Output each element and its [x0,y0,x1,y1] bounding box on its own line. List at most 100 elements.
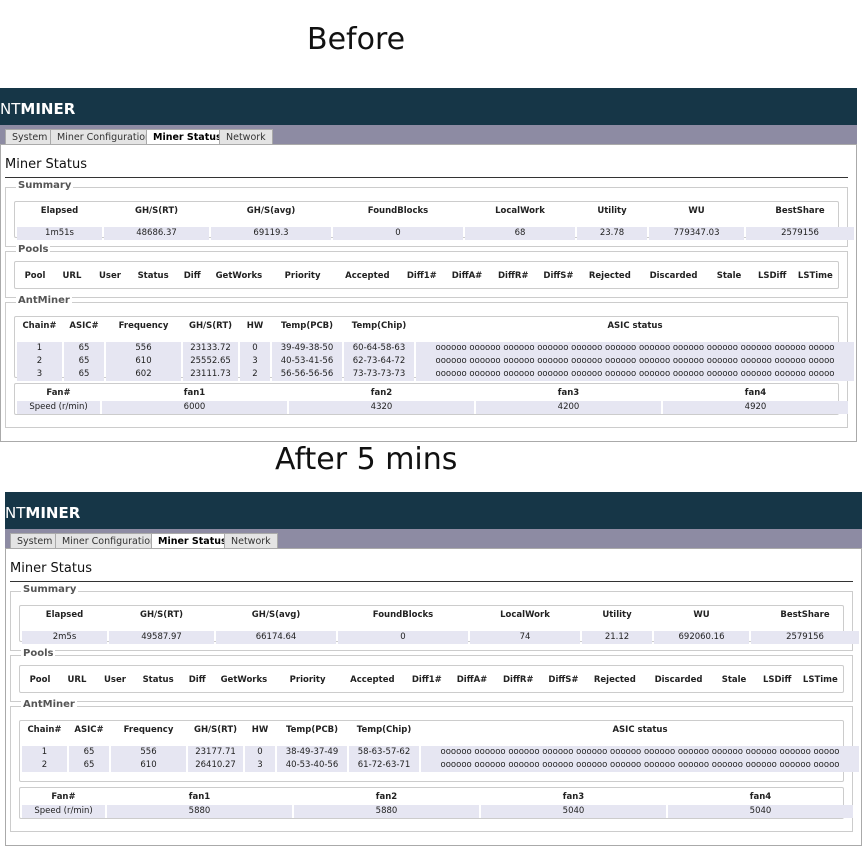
header-cell: LSTime [802,674,838,685]
fan-cell: 5040 [668,805,853,818]
value-row: 1m51s 48686.37 69119.3 0 68 23.78 779347.03 257… [17,227,854,240]
header-cell: LocalWork [495,205,545,216]
pools-box: Pool URL User Status Diff GetWorks Priority Acc… [14,261,839,289]
value-cell: 74 [470,631,580,644]
pools-fieldset: Pools Pool URL User Status Diff GetWorks Priori… [5,244,848,298]
header-cell: Elapsed [40,205,79,216]
chain-box: Chain# ASIC# Frequency GH/S(RT) HW Temp(PCB) T… [19,720,859,782]
header-cell: Stale [716,270,742,281]
header-row: Fan# fan1 fan2 fan3 fan4 [17,384,848,401]
chain-cell: 39-49-38-50 [272,342,342,355]
header-cell: fan1 [188,791,211,802]
header-bar: NTMINER [5,492,862,529]
summary-box: Elapsed GH/S(RT) GH/S(avg) FoundBlocks Local… [14,201,854,240]
chain-cell: 0 [245,746,275,759]
caption: After 5 mins [275,442,458,477]
spacer [22,623,859,631]
chain-cell: 25552.65 [183,355,238,368]
header-cell: Chain# [27,724,62,735]
chain-row: 3 65 602 23111.73 2 56-56-56-56 73-73-73-73 ooo… [17,368,854,381]
fan-cell: 4200 [476,401,661,414]
logo-thin: NT [0,100,21,118]
rule [10,581,853,582]
tab[interactable]: Miner Configuration [55,533,164,548]
header-cell: fan1 [183,387,206,398]
chain-cell: 2 [17,355,62,368]
fan-box: Fan# fan1 fan2 fan3 fan4 Speed (r/min) 6000 432… [14,383,848,415]
logo-thin: NT [5,504,26,522]
header-cell: DiffR# [497,270,529,281]
chain-row: 1 65 556 23133.72 0 39-49-38-50 60-64-58-63 ooo… [17,342,854,355]
tab[interactable]: System [5,129,55,144]
chain-cell: 3 [240,355,270,368]
header-cell: Temp(Chip) [351,320,407,331]
chain-cell: 556 [111,746,186,759]
header-cell: ASIC# [74,724,104,735]
tab[interactable]: Miner Status [146,129,229,145]
header-bar: NTMINER [0,88,857,125]
header-cell: LSDiff [757,270,787,281]
chain-cell: 23177.71 [188,746,243,759]
content: Miner Status Summary Elapsed GH/S(RT) GH/S(a… [5,548,862,846]
chain-cell: 60-64-58-63 [344,342,414,355]
caption: Before [307,22,406,57]
miner-panel: NTMINER System Miner Configuration Miner St… [5,492,862,846]
logo: NTMINER [0,100,75,118]
tab[interactable]: System [10,533,60,548]
value-cell: 0 [333,227,463,240]
fan-cell: 6000 [102,401,287,414]
fan-cell: Speed (r/min) [22,805,105,818]
header-cell: LSDiff [762,674,792,685]
chain-row: 1 65 556 23177.71 0 38-49-37-49 58-63-57-62 ooo… [22,746,859,759]
tab[interactable]: Network [219,129,273,144]
header-cell: Temp(PCB) [280,320,334,331]
chain-table: Chain# ASIC# Frequency GH/S(RT) HW Temp(PCB) T… [20,721,861,772]
header-cell: GH/S(avg) [246,205,296,216]
fan-cell: 5880 [294,805,479,818]
value-cell: 48686.37 [104,227,209,240]
tab[interactable]: Miner Status [151,533,234,549]
fan-cell: 5040 [481,805,666,818]
header-cell: HW [251,724,269,735]
pools-fieldset: Pools Pool URL User Status Diff GetWorks Priori… [10,648,853,702]
logo-bold: MINER [20,100,76,118]
header-cell: Diff1# [406,270,437,281]
chain-cell: 65 [69,759,109,772]
header-cell: fan2 [370,387,393,398]
header-row: Fan# fan1 fan2 fan3 fan4 [22,788,853,805]
chain-cell: 3 [245,759,275,772]
header-cell: Discarded [649,270,698,281]
header-cell: FoundBlocks [367,205,429,216]
header-cell: Elapsed [45,609,84,620]
header-cell: BestShare [780,609,830,620]
header-cell: DiffA# [456,674,488,685]
header-cell: fan2 [375,791,398,802]
legend: Summary [16,180,74,191]
header-cell: DiffA# [451,270,483,281]
value-cell: 2m5s [22,631,107,644]
chain-cell: 65 [64,355,104,368]
header-cell: Utility [597,205,627,216]
header-cell: Temp(PCB) [285,724,339,735]
header-row: Chain# ASIC# Frequency GH/S(RT) HW Temp(PCB) T… [22,721,859,738]
chain-cell: 40-53-41-56 [272,355,342,368]
tab[interactable]: Network [224,533,278,548]
fan-table: Fan# fan1 fan2 fan3 fan4 Speed (r/min) 6000 432… [15,384,850,414]
header-cell: fan3 [562,791,585,802]
summary-fieldset: Summary Elapsed GH/S(RT) GH/S(avg) FoundBloc… [10,584,859,651]
antminer-fieldset: AntMiner Chain# ASIC# Frequency GH/S(RT) HW Te… [10,699,859,832]
header-cell: Accepted [345,270,390,281]
chain-cell: 56-56-56-56 [272,368,342,381]
header-cell: Frequency [118,320,169,331]
header-row: Pool URL User Status Diff GetWorks Priority Acc… [22,671,841,688]
chain-cell: oooooo oooooo oooooo oooooo oooooo ooooo… [416,368,854,381]
header-cell: ASIC# [69,320,99,331]
tab[interactable]: Miner Configuration [50,129,159,144]
chain-cell: 556 [106,342,181,355]
chain-row: 2 65 610 25552.65 3 40-53-41-56 62-73-64-72 ooo… [17,355,854,368]
header-cell: DiffR# [502,674,534,685]
summary-box: Elapsed GH/S(RT) GH/S(avg) FoundBlocks Local… [19,605,859,644]
header-cell: User [99,270,121,281]
chain-cell: oooooo oooooo oooooo oooooo oooooo ooooo… [416,342,854,355]
header-cell: Pool [29,674,51,685]
